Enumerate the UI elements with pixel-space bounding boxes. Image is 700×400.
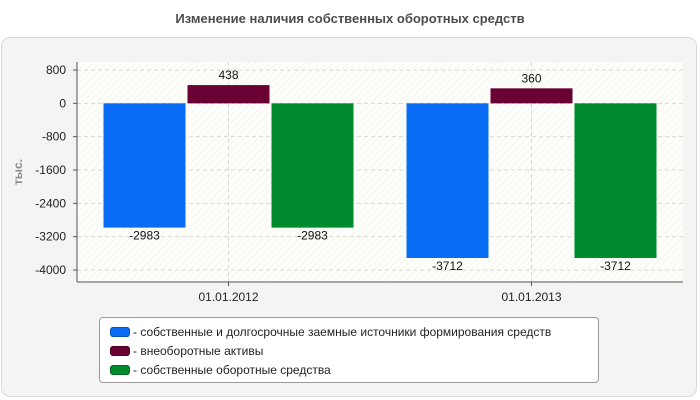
legend-item: - собственные и долгосрочные заемные ист… [110, 322, 598, 341]
bar [406, 103, 489, 258]
y-tick-label: 0 [59, 96, 66, 110]
bar [490, 88, 573, 104]
legend-swatch [110, 326, 130, 337]
data-label: 360 [521, 71, 541, 85]
legend-label: - собственные и долгосрочные заемные ист… [133, 324, 552, 339]
legend-label: - собственные оборотные средства [133, 362, 331, 377]
y-tick-label: -3200 [35, 230, 66, 244]
y-tick-label: -800 [42, 130, 66, 144]
bar [103, 103, 186, 228]
y-tick-label: -2400 [35, 196, 66, 210]
data-label: -3712 [600, 259, 631, 273]
chart-title: Изменение наличия собственных оборотных … [175, 11, 525, 26]
bar [187, 85, 270, 104]
bar [271, 103, 354, 228]
bar [574, 103, 657, 258]
data-label: -2983 [297, 229, 328, 243]
legend-label: - внеоборотные активы [133, 343, 264, 358]
y-tick-label: -4000 [35, 263, 66, 277]
legend-item: - собственные оборотные средства [110, 360, 598, 379]
legend-swatch [110, 345, 130, 356]
x-tick-label: 01.01.2013 [501, 290, 561, 304]
y-axis-label: тыс. [11, 159, 25, 185]
data-label: -2983 [129, 229, 160, 243]
legend: - собственные и долгосрочные заемные ист… [99, 317, 599, 383]
legend-swatch [110, 364, 130, 375]
data-label: -3712 [432, 259, 463, 273]
x-tick-label: 01.01.2012 [198, 290, 258, 304]
y-tick-label: -1600 [35, 163, 66, 177]
legend-item: - внеоборотные активы [110, 341, 598, 360]
y-tick-label: 800 [46, 63, 66, 77]
data-label: 438 [218, 68, 238, 82]
